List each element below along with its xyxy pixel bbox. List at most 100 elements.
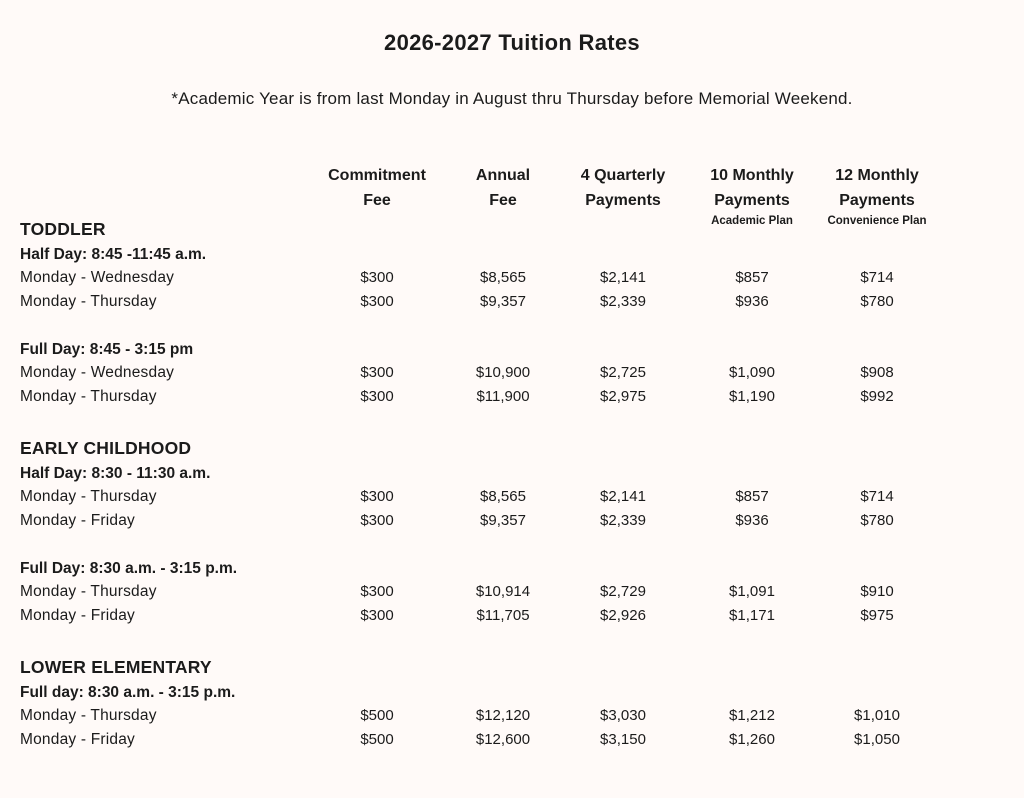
table-row: Monday - Thursday $300 $10,914 $2,729 $1… [20, 580, 972, 604]
quarterly-payment-value: $2,725 [600, 364, 646, 381]
section-heading-early-childhood: EARLY CHILDHOOD [20, 438, 192, 458]
row-label: Monday - Friday [20, 731, 135, 748]
commitment-fee-value: $300 [360, 388, 394, 405]
monthly-10-payment-value: $936 [735, 293, 769, 310]
monthly-10-payment-value: $936 [735, 512, 769, 529]
column-header-text: Annual [475, 167, 531, 184]
monthly-10-payment-value: $1,171 [729, 607, 775, 624]
table-row: Monday - Friday $500 $12,600 $3,150 $1,2… [20, 728, 972, 752]
monthly-10-payment-value: $857 [735, 488, 769, 505]
row-label: Monday - Wednesday [20, 364, 175, 381]
column-header-quarterly-payments: 4 Quarterly Payments [564, 163, 682, 229]
monthly-12-payment-value: $910 [860, 583, 894, 600]
column-header-text: Fee [363, 192, 391, 209]
table-row: Monday - Friday $300 $11,705 $2,926 $1,1… [20, 604, 972, 628]
monthly-12-payment-value: $714 [860, 269, 894, 286]
quarterly-payment-value: $2,339 [600, 293, 646, 310]
monthly-12-payment-value: $714 [860, 488, 894, 505]
commitment-fee-value: $300 [360, 269, 394, 286]
column-header-commitment-fee: Commitment Fee [312, 163, 442, 229]
spacer [20, 628, 972, 654]
commitment-fee-value: $500 [360, 731, 394, 748]
table-row: Monday - Thursday $300 $9,357 $2,339 $93… [20, 290, 972, 314]
table-row: Monday - Wednesday $300 $10,900 $2,725 $… [20, 361, 972, 385]
annual-fee-value: $12,120 [475, 707, 531, 724]
schedule-heading-toddler-full-day: Full Day: 8:45 - 3:15 pm [20, 341, 194, 358]
commitment-fee-value: $500 [360, 707, 394, 724]
schedule-heading-toddler-half-day: Half Day: 8:45 -11:45 a.m. [20, 246, 207, 263]
annual-fee-value: $9,357 [480, 512, 526, 529]
monthly-10-payment-value: $1,091 [729, 583, 775, 600]
annual-fee-value: $9,357 [480, 293, 526, 310]
column-header-text: Fee [489, 192, 517, 209]
page-title: 2026-2027 Tuition Rates [384, 30, 640, 55]
commitment-fee-value: $300 [360, 488, 394, 505]
table-row: Monday - Thursday $300 $11,900 $2,975 $1… [20, 385, 972, 409]
table-row: Monday - Thursday $300 $8,565 $2,141 $85… [20, 485, 972, 509]
column-header-12-monthly-payments: 12 Monthly Payments Convenience Plan [822, 163, 932, 229]
schedule-heading-early-childhood-half-day: Half Day: 8:30 - 11:30 a.m. [20, 465, 211, 482]
commitment-fee-value: $300 [360, 607, 394, 624]
row-label: Monday - Friday [20, 607, 135, 624]
spacer [20, 409, 972, 435]
column-header-text: 12 Monthly [835, 167, 919, 184]
column-header-text: Payments [839, 192, 915, 209]
annual-fee-value: $11,705 [476, 607, 530, 624]
quarterly-payment-value: $2,141 [600, 488, 646, 505]
row-label: Monday - Friday [20, 512, 135, 529]
column-header-text: Payments [585, 192, 661, 209]
academic-year-note: *Academic Year is from last Monday in Au… [171, 89, 853, 108]
tuition-sheet: 2026-2027 Tuition Rates *Academic Year i… [0, 30, 1024, 752]
annual-fee-value: $11,900 [476, 388, 530, 405]
monthly-12-payment-value: $780 [860, 512, 894, 529]
monthly-12-payment-value: $975 [860, 607, 894, 624]
monthly-10-payment-value: $1,260 [729, 731, 775, 748]
monthly-12-payment-value: $1,010 [854, 707, 900, 724]
row-label: Monday - Thursday [20, 707, 157, 724]
row-label: Monday - Thursday [20, 293, 157, 310]
monthly-12-payment-value: $1,050 [854, 731, 900, 748]
section-heading-toddler: TODDLER [20, 219, 106, 239]
schedule-heading-early-childhood-full-day: Full Day: 8:30 a.m. - 3:15 p.m. [20, 560, 238, 577]
annual-fee-value: $12,600 [475, 731, 531, 748]
column-header-annual-fee: Annual Fee [442, 163, 564, 229]
monthly-10-payment-value: $1,090 [729, 364, 775, 381]
quarterly-payment-value: $3,150 [600, 731, 646, 748]
annual-fee-value: $8,565 [480, 269, 526, 286]
column-header-text: 4 Quarterly [580, 167, 666, 184]
commitment-fee-value: $300 [360, 512, 394, 529]
annual-fee-value: $10,914 [475, 583, 531, 600]
monthly-10-payment-value: $1,212 [729, 707, 775, 724]
row-label: Monday - Thursday [20, 488, 157, 505]
table-header-row: Commitment Fee Annual Fee 4 Quarterly Pa… [20, 163, 972, 227]
commitment-fee-value: $300 [360, 583, 394, 600]
table-row: Monday - Wednesday $300 $8,565 $2,141 $8… [20, 266, 972, 290]
column-header-text: Payments [714, 192, 790, 209]
monthly-12-payment-value: $908 [860, 364, 894, 381]
row-label: Monday - Thursday [20, 583, 157, 600]
monthly-10-payment-value: $857 [735, 269, 769, 286]
monthly-12-payment-value: $992 [860, 388, 894, 405]
column-header-text: Commitment [328, 167, 426, 184]
column-header-subtext: Convenience Plan [827, 215, 927, 227]
commitment-fee-value: $300 [360, 293, 394, 310]
column-header-text: 10 Monthly [710, 167, 794, 184]
monthly-10-payment-value: $1,190 [729, 388, 775, 405]
quarterly-payment-value: $2,975 [600, 388, 646, 405]
tuition-table: Commitment Fee Annual Fee 4 Quarterly Pa… [20, 163, 972, 752]
column-header-subtext: Academic Plan [711, 215, 793, 227]
quarterly-payment-value: $2,926 [600, 607, 646, 624]
row-label: Monday - Thursday [20, 388, 157, 405]
spacer [20, 533, 972, 557]
monthly-12-payment-value: $780 [860, 293, 894, 310]
quarterly-payment-value: $2,339 [600, 512, 646, 529]
quarterly-payment-value: $2,729 [600, 583, 646, 600]
quarterly-payment-value: $2,141 [600, 269, 646, 286]
schedule-heading-lower-elementary-full-day: Full day: 8:30 a.m. - 3:15 p.m. [20, 684, 236, 701]
spacer [20, 314, 972, 338]
table-row: Monday - Friday $300 $9,357 $2,339 $936 … [20, 509, 972, 533]
commitment-fee-value: $300 [360, 364, 394, 381]
table-row: Monday - Thursday $500 $12,120 $3,030 $1… [20, 704, 972, 728]
quarterly-payment-value: $3,030 [600, 707, 646, 724]
section-heading-lower-elementary: LOWER ELEMENTARY [20, 657, 212, 677]
